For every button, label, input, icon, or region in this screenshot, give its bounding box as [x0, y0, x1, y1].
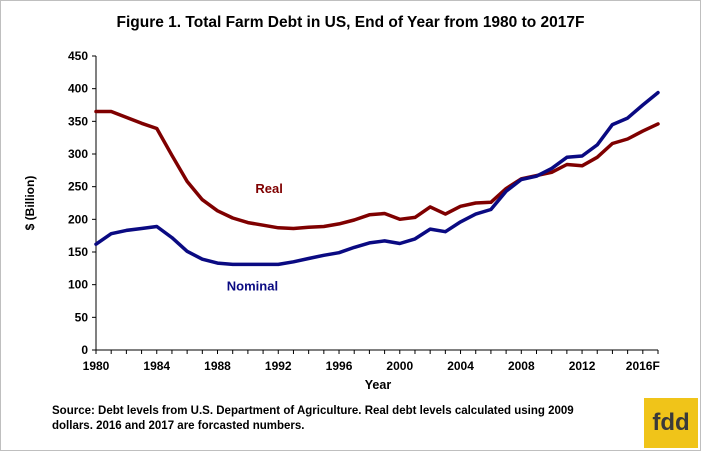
fdd-logo: fdd	[644, 398, 698, 448]
x-axis-title: Year	[365, 378, 392, 392]
series-line-nominal	[94, 90, 660, 267]
source-note: Source: Debt levels from U.S. Department…	[52, 404, 632, 434]
x-tick-label: 1988	[204, 359, 231, 373]
chart-title: Figure 1. Total Farm Debt in US, End of …	[116, 14, 585, 31]
y-tick-label: 250	[68, 180, 88, 194]
x-tick-label: 2004	[447, 359, 474, 373]
x-tick-label: 1992	[265, 359, 292, 373]
series-label-nominal: Nominal	[227, 279, 278, 294]
source-line-1: Source: Debt levels from U.S. Department…	[52, 405, 574, 417]
x-tick-label: 2016F	[626, 359, 660, 373]
x-tick-label: 2008	[508, 359, 535, 373]
y-tick-label: 0	[81, 343, 88, 357]
y-tick-label: 300	[68, 147, 88, 161]
y-tick-label: 100	[68, 278, 88, 292]
y-tick-label: 450	[68, 49, 88, 63]
source-line-2: dollars. 2016 and 2017 are forcasted num…	[52, 420, 305, 432]
x-tick-label: 1996	[326, 359, 353, 373]
x-tick-label: 1980	[83, 359, 110, 373]
x-tick-label: 2012	[569, 359, 596, 373]
y-tick-label: 150	[68, 245, 88, 259]
x-tick-label: 1984	[143, 359, 170, 373]
fdd-logo-text: fdd	[652, 409, 690, 436]
y-tick-label: 50	[75, 310, 89, 324]
series-line-real	[94, 109, 660, 231]
x-tick-label: 2000	[386, 359, 413, 373]
y-tick-label: 350	[68, 114, 88, 128]
y-axis-title: $ (Billion)	[23, 176, 37, 231]
y-tick-label: 400	[68, 82, 88, 96]
y-tick-label: 200	[68, 212, 88, 226]
series-label-real: Real	[255, 181, 282, 196]
